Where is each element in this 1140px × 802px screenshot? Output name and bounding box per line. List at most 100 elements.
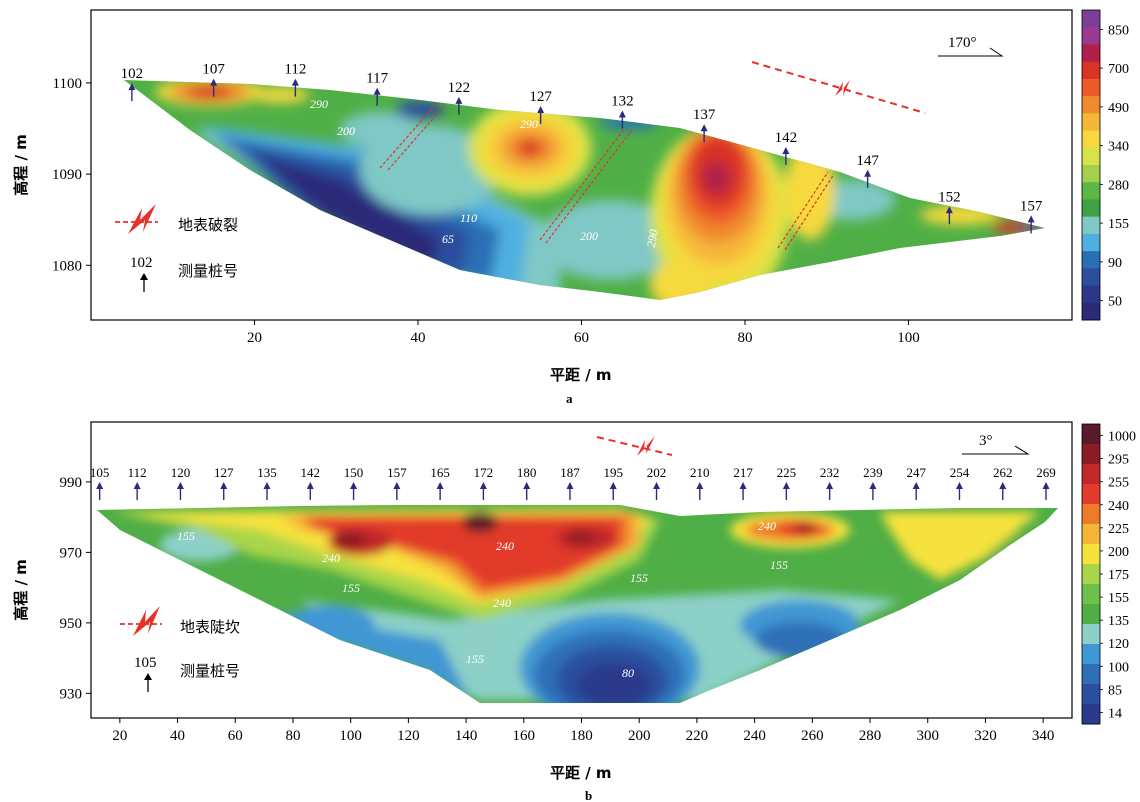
stake-arrow-head [955,482,963,489]
stake-arrow-head [523,482,531,489]
y-tick-label: 1090 [52,167,82,183]
colorbar-swatch [1082,130,1100,149]
direction-label: 3° [979,433,993,449]
stake-arrow-head [263,482,271,489]
stake-arrow-head [618,110,626,118]
colorbar-label: 700 [1108,62,1129,77]
stake-arrow-head [696,482,704,489]
stake-arrow-head [350,482,358,489]
x-tick-label: 80 [285,728,300,744]
stake-arrow-head [210,78,218,86]
contour-label: 155 [770,558,788,572]
direction-arrow-icon [962,445,1030,455]
colorbar-swatch [1082,704,1100,725]
stake-label: 180 [517,465,537,480]
colorbar-label: 200 [1108,545,1129,560]
colorbar-swatch [1082,285,1100,304]
x-tick-label: 60 [228,728,243,744]
legend-fracture-label: 地表破裂 [178,216,238,234]
colorbar-frame [1081,9,1101,321]
panel-a-x-axis-title: 平距 / m [550,366,612,384]
colorbar-label: 14 [1108,706,1122,721]
contour-label: 80 [622,666,634,680]
legend-stake-number: 105 [134,655,157,671]
panel-b-label: b [585,788,592,802]
colorbar-swatch [1082,444,1100,465]
stake-arrow-head [1027,215,1035,223]
direction-label: 170° [948,35,977,51]
colorbar-swatch [1082,113,1100,132]
stake-label: 137 [693,107,716,123]
panel-a-stakes: 102 107 112 117 122 127 132 137 142 147 152 157 [121,62,1043,234]
x-tick-label: 60 [574,330,589,346]
y-tick-label: 1080 [52,258,82,274]
stake-arrow-head [133,482,141,489]
panel-a-fault-zones [379,102,835,251]
direction-arrow-icon [938,47,1004,57]
y-tick-label: 950 [60,616,83,632]
panel-a-colorbar: 850 700 490 340 280 155 90 50 [1081,9,1129,321]
x-tick-label: 140 [455,728,478,744]
colorbar-swatch [1082,484,1100,505]
colorbar-label: 100 [1108,660,1129,675]
stake-arrow-head [826,482,834,489]
panel-b-stakes: 105 112 120 127 135 142 150 157 165 172 180 187 195 2… [90,465,1056,500]
x-tick-label: 300 [916,728,939,744]
stake-arrow-head [96,482,104,489]
colorbar-swatch [1082,233,1100,252]
colorbar-swatch [1082,199,1100,218]
colorbar-label: 50 [1108,295,1122,310]
panel-b-resistivity-field [97,505,1058,703]
x-tick-label: 40 [170,728,185,744]
contour-label: 290 [644,228,661,248]
colorbar-swatch [1082,624,1100,645]
contour-label: 240 [322,551,340,565]
colorbar-label: 1000 [1108,430,1136,445]
stake-arrow-head [176,482,184,489]
colorbar-label: 255 [1108,476,1129,491]
fracture-icon [133,606,160,636]
colorbar-label: 175 [1108,568,1129,583]
x-tick-label: 340 [1032,728,1055,744]
panel-b: 155 240 155 240 240 155 240 155 155 80 1… [12,421,1136,802]
stake-label: 132 [611,94,634,110]
colorbar-swatch [1082,564,1100,585]
colorbar-label: 85 [1108,683,1122,698]
stake-arrow-head [291,78,299,86]
x-tick-label: 260 [801,728,824,744]
stake-label: 269 [1036,465,1056,480]
stake-arrow-head [220,482,228,489]
stake-arrow-head [869,482,877,489]
x-tick-label: 20 [247,330,262,346]
colorbar-swatch [1082,44,1100,63]
stake-arrow-head [739,482,747,489]
contour-label: 290 [520,117,538,131]
stake-label: 105 [90,465,110,480]
stake-label: 142 [301,465,321,480]
stake-label: 247 [906,465,926,480]
x-tick-label: 40 [411,330,426,346]
colorbar-swatch [1082,604,1100,625]
colorbar-swatch [1082,544,1100,565]
stake-label: 195 [603,465,623,480]
panel-a-contour-labels: 290 200 290 110 65 200 290 [310,97,661,248]
stake-label: 210 [690,465,710,480]
colorbar-label: 120 [1108,637,1129,652]
stake-label: 165 [430,465,450,480]
colorbar-swatch [1082,251,1100,269]
stake-label: 127 [529,89,552,105]
panel-a-axes: 20 40 60 80 100 1080 1090 1100 [52,76,920,346]
x-tick-label: 100 [339,728,362,744]
x-tick-label: 20 [112,728,127,744]
stake-arrow-head [373,87,381,95]
colorbar-swatch [1082,165,1100,183]
panel-a-label: a [566,391,573,406]
stake-arrow-head [455,96,463,104]
panel-a-resistivity-field [124,80,1045,300]
y-tick-label: 1100 [53,76,82,92]
colorbar-swatch [1082,78,1100,97]
panel-a-direction: 170° [938,35,1004,57]
colorbar-swatch [1082,61,1100,80]
stake-label: 187 [560,465,580,480]
x-tick-label: 80 [738,330,753,346]
